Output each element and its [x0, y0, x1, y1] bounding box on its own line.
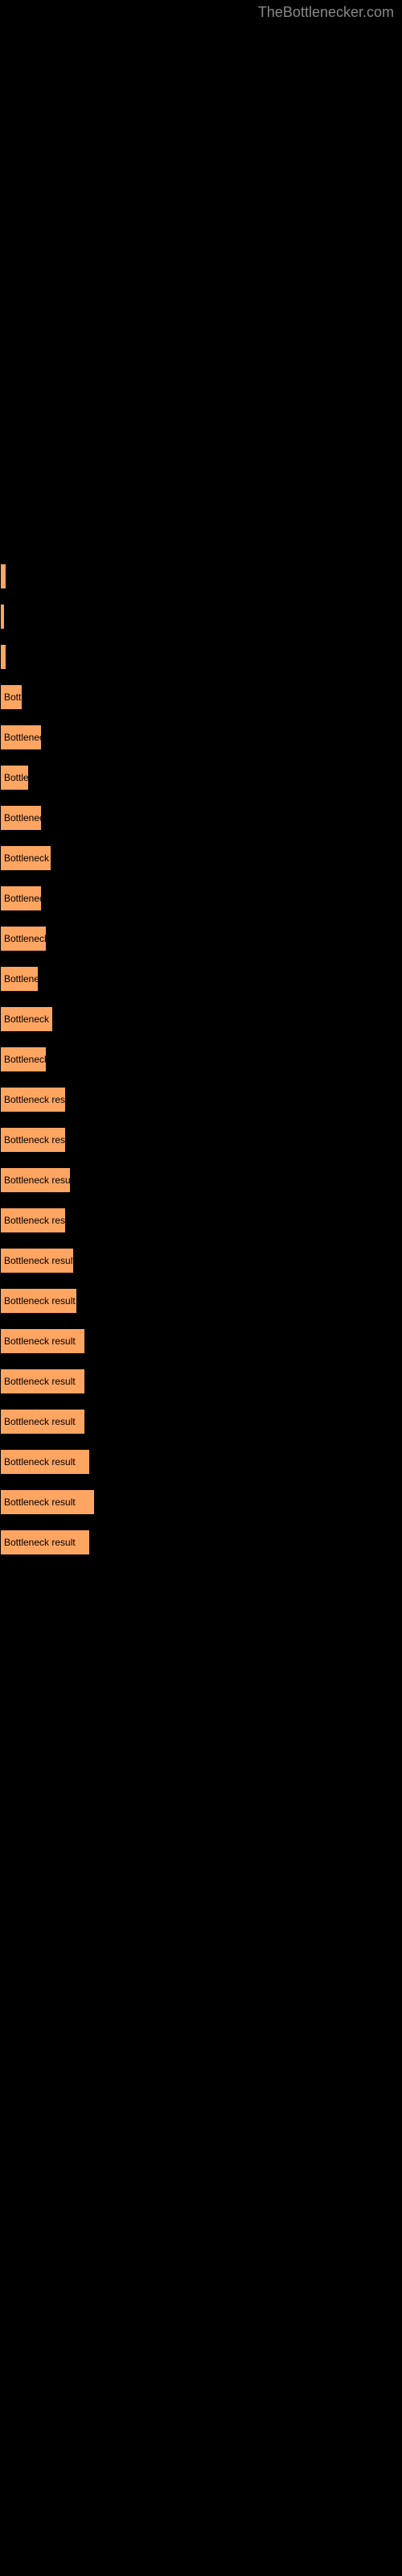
- bar[interactable]: Bottleneck re: [0, 926, 47, 952]
- bar[interactable]: Bottleneck result: [0, 1208, 66, 1233]
- bar-row: [0, 604, 402, 644]
- bar-label: Bottleneck resu: [4, 852, 51, 864]
- bar-row: Bottleneck result: [0, 1248, 402, 1288]
- bar-row: Bottleneck re: [0, 926, 402, 966]
- bar-row: Bottleneck result: [0, 1087, 402, 1127]
- bar-row: Bottleneck resu: [0, 845, 402, 886]
- bar-label: Bottleneck r: [4, 812, 42, 824]
- bar[interactable]: [0, 564, 6, 589]
- bar[interactable]: Bottleneck re: [0, 1046, 47, 1072]
- bar-row: Bottleneck r: [0, 805, 402, 845]
- bar[interactable]: Bottle: [0, 684, 23, 710]
- bar[interactable]: Bottleneck resu: [0, 845, 51, 871]
- watermark-text: TheBottlenecker.com: [258, 4, 394, 21]
- chart-container: Bottle Bottleneck Bottlen Bottleneck r Bottl…: [0, 0, 402, 1570]
- bar-label: Bottleneck result: [4, 1174, 71, 1186]
- bar[interactable]: Bottleneck result: [0, 1530, 90, 1555]
- bar-row: Bottle: [0, 684, 402, 724]
- bar-label: Bottleneck re: [4, 933, 47, 944]
- bar[interactable]: Bottlenec: [0, 966, 39, 992]
- bar-row: Bottleneck resu: [0, 1006, 402, 1046]
- bar-row: [0, 564, 402, 604]
- bar-label: Bottleneck resu: [4, 1013, 53, 1025]
- bar-label: Bottleneck result: [4, 1496, 76, 1508]
- bar[interactable]: Bottleneck result: [0, 1449, 90, 1475]
- bar[interactable]: Bottleneck result: [0, 1328, 85, 1354]
- bar-row: [0, 644, 402, 684]
- bar[interactable]: [0, 604, 5, 630]
- bar-label: Bottlenec: [4, 973, 39, 985]
- bar-label: Bottleneck result: [4, 1537, 76, 1548]
- bar[interactable]: Bottleneck result: [0, 1127, 66, 1153]
- bar-label: Bottleneck result: [4, 1416, 76, 1427]
- bar-label: Bottleneck result: [4, 1094, 66, 1105]
- bar-row: Bottleneck re: [0, 1046, 402, 1087]
- bar-label: Bottleneck re: [4, 1054, 47, 1065]
- bar[interactable]: Bottleneck: [0, 724, 42, 750]
- bar[interactable]: Bottleneck result: [0, 1248, 74, 1274]
- bar-label: Bottleneck result: [4, 1456, 76, 1468]
- bar-row: Bottleneck result: [0, 1288, 402, 1328]
- bar[interactable]: Bottlen: [0, 765, 29, 791]
- bar-label: Bottleneck result: [4, 1295, 76, 1307]
- bar-row: Bottleneck result: [0, 1368, 402, 1409]
- bar-row: Bottlenec: [0, 966, 402, 1006]
- bar-label: Bottleneck result: [4, 1255, 74, 1266]
- bar[interactable]: Bottleneck result: [0, 1409, 85, 1435]
- bar-row: Bottlen: [0, 765, 402, 805]
- bar[interactable]: [0, 644, 6, 670]
- bar[interactable]: Bottleneck r: [0, 805, 42, 831]
- bar-row: Bottleneck result: [0, 1208, 402, 1248]
- bar-row: Bottleneck r: [0, 886, 402, 926]
- bar-label: Bottleneck result: [4, 1215, 66, 1226]
- bar[interactable]: Bottleneck result: [0, 1489, 95, 1515]
- bar[interactable]: Bottleneck result: [0, 1087, 66, 1113]
- bar-label: Bottleneck result: [4, 1376, 76, 1387]
- bar-label: Bottleneck result: [4, 1335, 76, 1347]
- bar-label: Bottle: [4, 691, 23, 703]
- bar-row: Bottleneck result: [0, 1127, 402, 1167]
- bar-row: Bottleneck result: [0, 1167, 402, 1208]
- bar-row: Bottleneck result: [0, 1328, 402, 1368]
- bar[interactable]: Bottleneck result: [0, 1368, 85, 1394]
- bar-row: Bottleneck result: [0, 1530, 402, 1570]
- bar-label: Bottleneck result: [4, 1134, 66, 1146]
- bar-label: Bottlen: [4, 772, 29, 783]
- bar[interactable]: Bottleneck result: [0, 1288, 77, 1314]
- bar[interactable]: Bottleneck resu: [0, 1006, 53, 1032]
- bar-row: Bottleneck result: [0, 1489, 402, 1530]
- bar-row: Bottleneck result: [0, 1449, 402, 1489]
- bar-label: Bottleneck: [4, 732, 42, 743]
- bar-label: Bottleneck r: [4, 893, 42, 904]
- bar-row: Bottleneck: [0, 724, 402, 765]
- bar[interactable]: Bottleneck r: [0, 886, 42, 911]
- bar[interactable]: Bottleneck result: [0, 1167, 71, 1193]
- bar-row: Bottleneck result: [0, 1409, 402, 1449]
